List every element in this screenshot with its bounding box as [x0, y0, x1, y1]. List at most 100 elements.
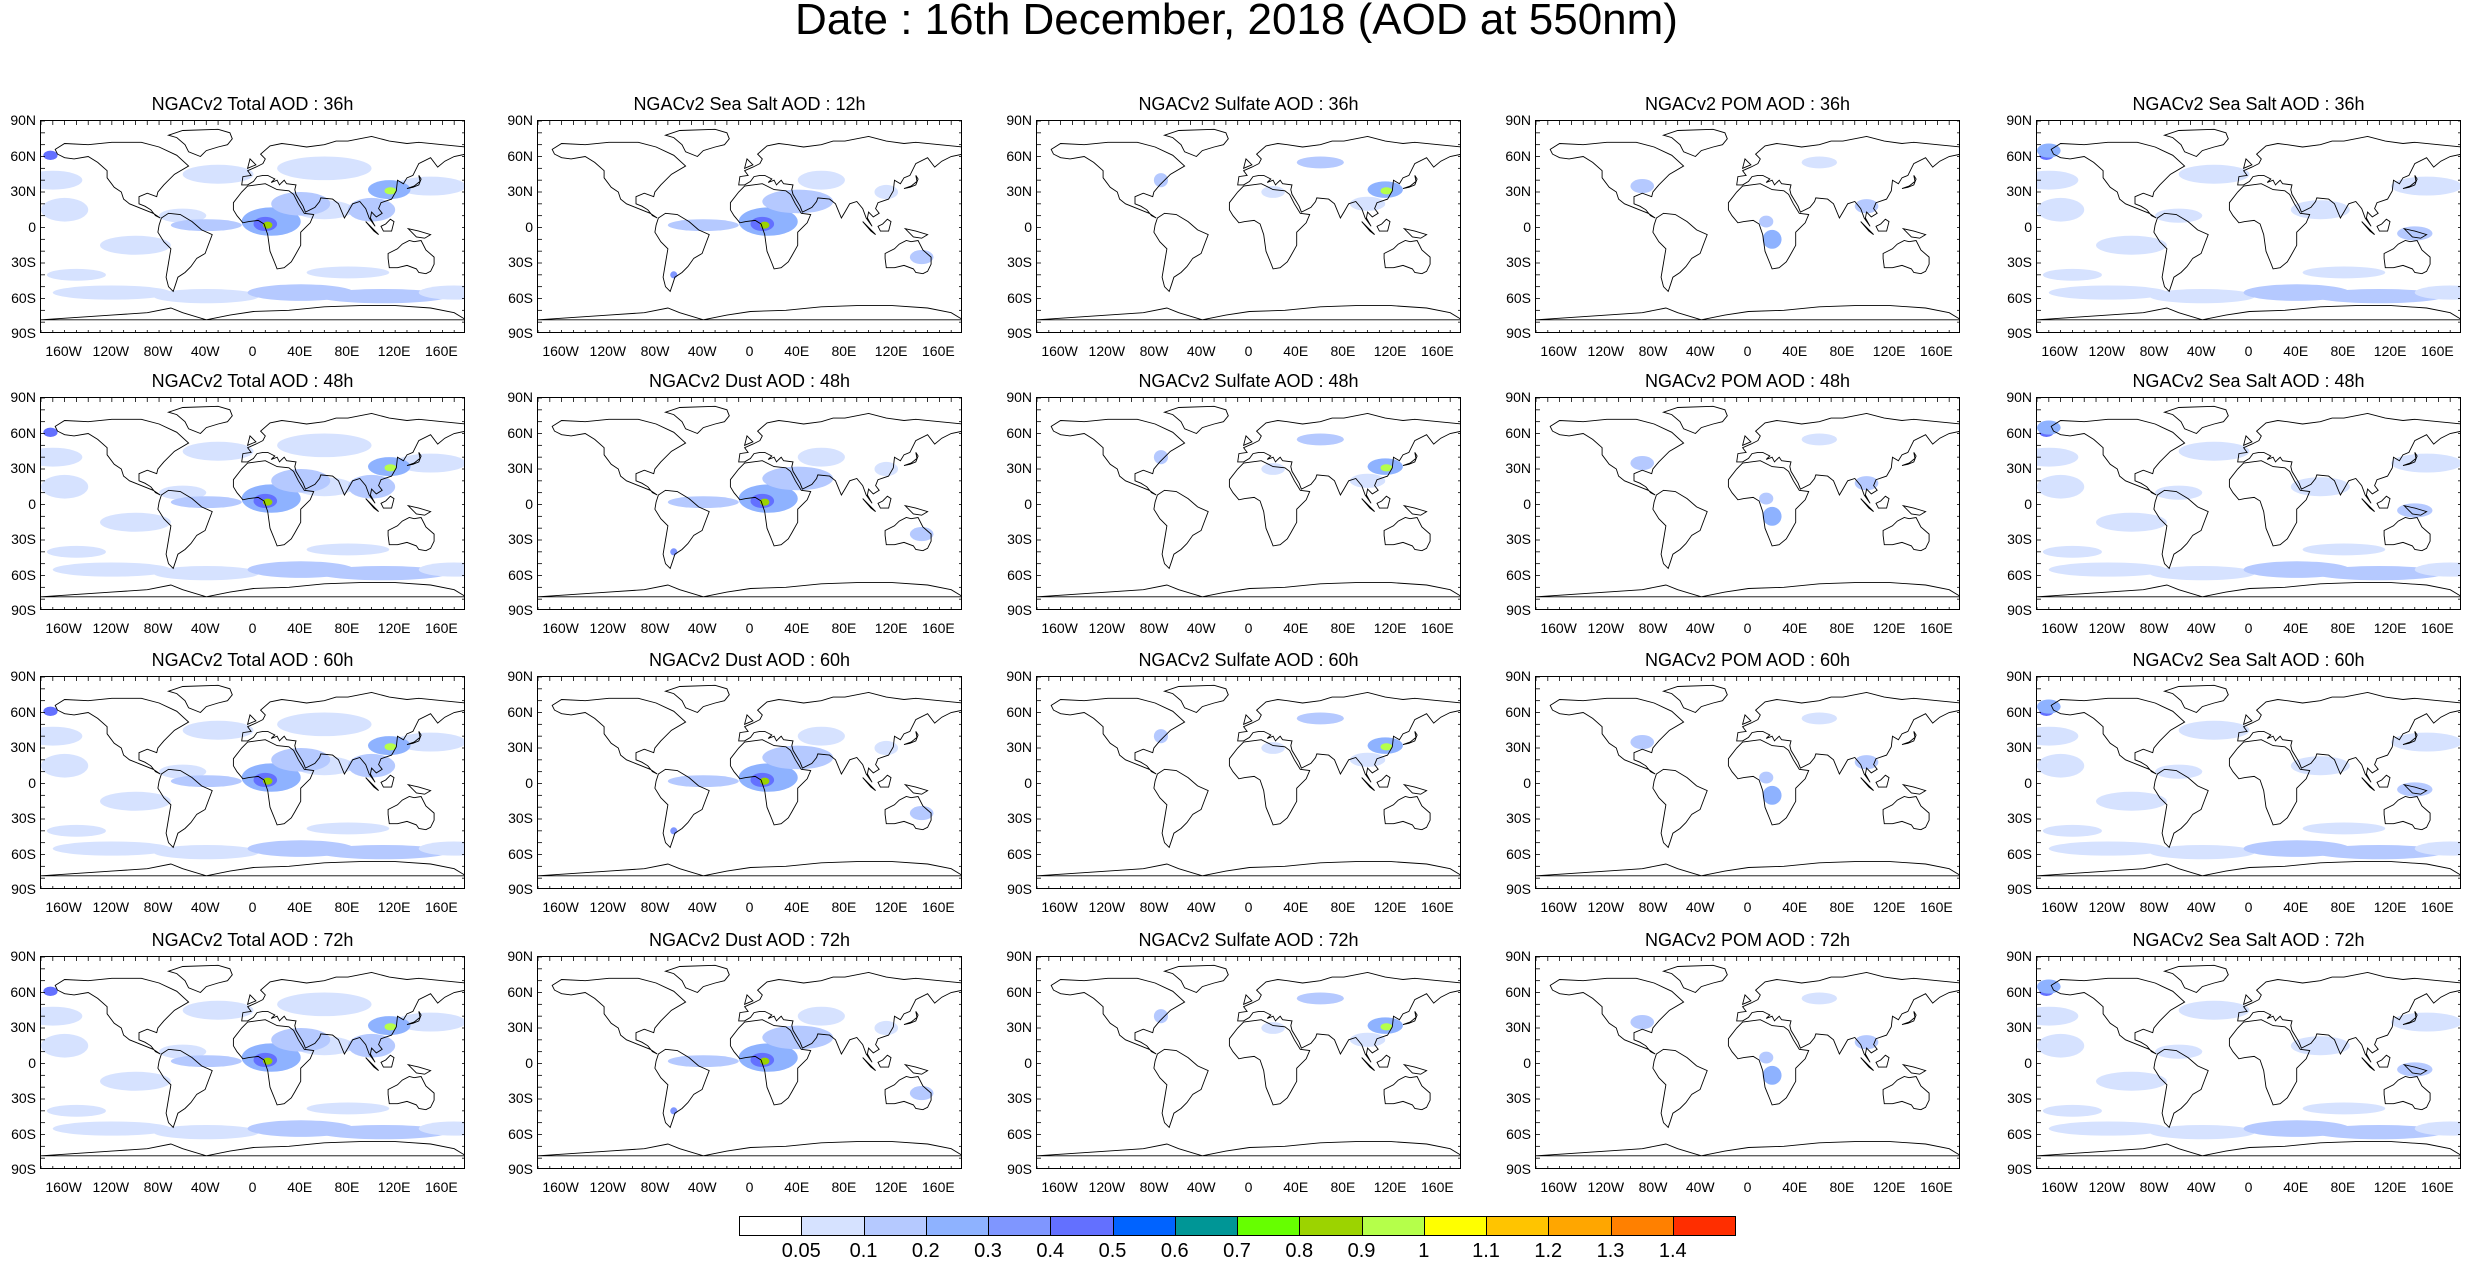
aod-plume: [182, 720, 254, 740]
coastline: [2383, 240, 2431, 275]
coastline: [903, 783, 929, 795]
lon-tick-label: 40E: [784, 899, 810, 915]
lon-tick-label: 160E: [1421, 899, 1454, 915]
coastline: [2050, 141, 2186, 219]
lat-tick-label: 60S: [2007, 289, 2032, 306]
lon-tick-label: 80W: [640, 899, 670, 915]
colorbar-label: 0.7: [1223, 1240, 1251, 1262]
lat-tick-label: 90N: [507, 948, 533, 964]
world-map: [1037, 677, 1460, 888]
coastline: [903, 175, 919, 189]
lon-tick-label: 80E: [831, 899, 857, 915]
lon-tick-label: 120W: [2088, 899, 2126, 915]
coastline: [1549, 977, 1685, 1055]
coastline: [1162, 684, 1229, 714]
coastline: [663, 964, 730, 994]
coastline: [1536, 1141, 1959, 1157]
coastline: [1741, 994, 1752, 1006]
aod-plume: [306, 543, 390, 556]
coastline: [1153, 768, 1209, 849]
coastline: [862, 777, 876, 791]
coastline: [538, 305, 961, 321]
lat-tick-label: 60N: [507, 424, 533, 441]
aod-plume: [318, 566, 449, 581]
aod-plume: [46, 1104, 106, 1117]
aod-plume: [384, 464, 397, 472]
aod-plume: [2037, 726, 2079, 746]
coastline: [862, 498, 876, 512]
coastline: [365, 498, 379, 512]
lon-tick-label: 80E: [334, 343, 360, 359]
colorbar-swatch: [1548, 1216, 1612, 1236]
aod-plume: [2048, 841, 2167, 856]
lat-tick-label: 30N: [507, 1019, 533, 1035]
aod-plume: [182, 1000, 254, 1020]
lon-tick-label: 120W: [92, 343, 130, 359]
aod-plume: [1380, 743, 1393, 751]
colorbar-label: 0.5: [1098, 1240, 1127, 1262]
aod-plume: [1261, 1022, 1285, 1034]
lon-tick-label: 80W: [640, 1179, 670, 1195]
lat-tick-label: 90S: [508, 1161, 533, 1177]
coastline: [157, 768, 213, 849]
lon-tick-label: 0: [745, 1179, 754, 1195]
lat-tick-label: 60N: [1006, 424, 1032, 441]
coastline: [54, 141, 190, 219]
colorbar-swatch: [1672, 1216, 1736, 1236]
lon-tick-label: 40W: [1685, 343, 1715, 359]
aod-plume: [170, 1055, 242, 1068]
aod-plume: [2414, 562, 2460, 577]
aod-plume: [153, 1125, 260, 1140]
lon-tick-label: 0: [248, 1179, 257, 1195]
aod-plume: [2178, 720, 2250, 740]
world-map: [41, 677, 464, 888]
lon-tick-label: 40E: [2283, 343, 2309, 359]
panel-title: NGACv2 Total AOD : 48h: [151, 371, 354, 391]
lon-tick-label: 0: [248, 899, 257, 915]
lon-tick-label: 80E: [2330, 343, 2356, 359]
lat-tick-label: 0: [1024, 1054, 1032, 1071]
lat-tick-label: 60S: [1506, 845, 1531, 862]
lon-tick-label: 120W: [1587, 899, 1625, 915]
aod-plume: [46, 824, 106, 837]
lon-tick-label: 160W: [542, 1179, 579, 1195]
lon-tick-label: 80W: [1139, 899, 1169, 915]
coastline: [1037, 305, 1460, 321]
aod-plume: [170, 775, 242, 788]
coastline: [157, 489, 213, 570]
coastline: [1661, 405, 1728, 435]
lat-tick-label: 60S: [11, 566, 36, 583]
coastline: [1536, 305, 1959, 321]
coastline: [1549, 141, 1685, 219]
lat-tick-label: 30N: [10, 460, 36, 476]
lon-tick-label: 120W: [2088, 620, 2126, 636]
aod-plume: [2042, 824, 2102, 837]
aod-plume: [182, 441, 254, 461]
coastline: [166, 964, 233, 994]
aod-plume: [1296, 992, 1344, 1005]
lon-tick-label: 160E: [1421, 620, 1454, 636]
coastline: [1361, 221, 1375, 235]
map-frame: [537, 676, 962, 889]
panel-title: NGACv2 Sea Salt AOD : 72h: [2132, 930, 2365, 950]
coastline: [406, 504, 432, 516]
map-frame: [2036, 956, 2461, 1169]
map-frame: [1036, 676, 1461, 889]
lon-tick-label: 40W: [190, 343, 220, 359]
aod-plume: [182, 164, 254, 184]
coastline: [1242, 435, 1253, 447]
colorbar-label: 1.1: [1472, 1240, 1500, 1262]
lat-tick-label: 30N: [10, 1019, 36, 1035]
aod-plume: [1630, 178, 1655, 194]
lat-tick-label: 60N: [10, 703, 36, 720]
lat-tick-label: 90N: [2006, 389, 2032, 405]
coastline: [2361, 777, 2375, 791]
coastline: [1860, 221, 1874, 235]
coastline: [1860, 1057, 1874, 1071]
lat-tick-label: 30N: [1505, 1019, 1531, 1035]
lat-tick-label: 60N: [2006, 147, 2032, 164]
lon-tick-label: 0: [1244, 343, 1253, 359]
map-frame: [40, 397, 465, 610]
lon-tick-label: 40W: [1685, 1179, 1715, 1195]
coastline: [2050, 977, 2186, 1055]
